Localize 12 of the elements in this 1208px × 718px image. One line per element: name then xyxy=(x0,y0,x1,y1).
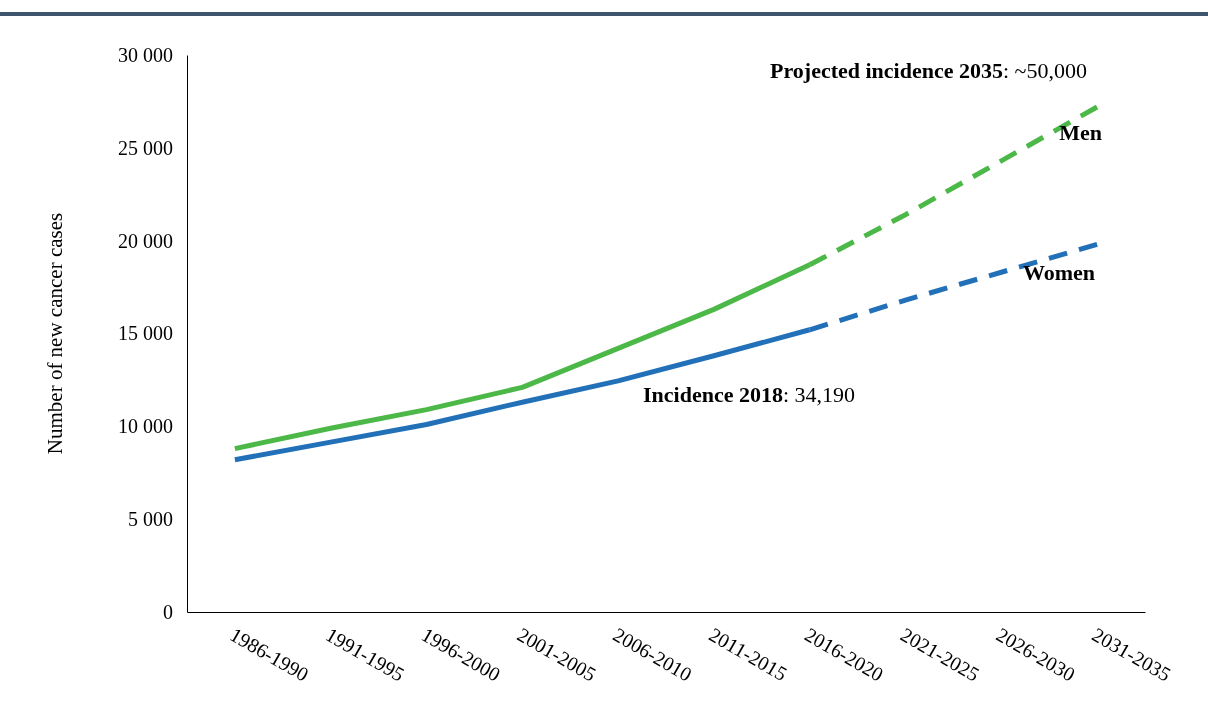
y-tick-label: 0 xyxy=(163,600,173,623)
series-label: Men xyxy=(1059,119,1103,145)
annotation: Projected incidence 2035: ~50,000 xyxy=(770,58,1087,83)
annotation: Incidence 2018: 34,190 xyxy=(643,382,856,407)
y-tick-label: 15 000 xyxy=(118,322,173,345)
series-label: Women xyxy=(1022,260,1096,286)
y-tick-label: 25 000 xyxy=(118,136,173,159)
y-tick-label: 5 000 xyxy=(128,508,173,531)
y-axis-title: Number of new cancer cases xyxy=(43,212,67,455)
y-tick-label: 20 000 xyxy=(118,229,173,252)
y-tick-label: 10 000 xyxy=(118,415,173,438)
y-tick-label: 30 000 xyxy=(118,43,173,66)
